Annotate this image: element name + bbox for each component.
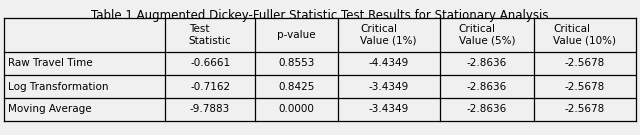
Text: Critical
Value (1%): Critical Value (1%) [360,24,417,46]
Text: -9.7883: -9.7883 [190,104,230,114]
Text: Raw Travel Time: Raw Travel Time [8,58,93,68]
Text: -3.4349: -3.4349 [369,104,409,114]
Text: Table 1 Augmented Dickey-Fuller Statistic Test Results for Stationary Analysis: Table 1 Augmented Dickey-Fuller Statisti… [92,9,548,22]
Text: -4.4349: -4.4349 [369,58,409,68]
Text: 0.8425: 0.8425 [278,82,315,92]
Text: -2.5678: -2.5678 [565,104,605,114]
Text: Test
Statistic: Test Statistic [189,24,232,46]
Text: Critical
Value (10%): Critical Value (10%) [554,24,616,46]
Text: -3.4349: -3.4349 [369,82,409,92]
Text: Critical
Value (5%): Critical Value (5%) [459,24,515,46]
Text: -2.8636: -2.8636 [467,82,507,92]
Text: p-value: p-value [277,30,316,40]
Text: -0.6661: -0.6661 [190,58,230,68]
Text: -2.5678: -2.5678 [565,58,605,68]
Text: -0.7162: -0.7162 [190,82,230,92]
Text: Moving Average: Moving Average [8,104,92,114]
Text: Log Transformation: Log Transformation [8,82,109,92]
Text: 0.0000: 0.0000 [278,104,314,114]
Text: -2.8636: -2.8636 [467,58,507,68]
Text: -2.5678: -2.5678 [565,82,605,92]
Text: -2.8636: -2.8636 [467,104,507,114]
Text: 0.8553: 0.8553 [278,58,315,68]
